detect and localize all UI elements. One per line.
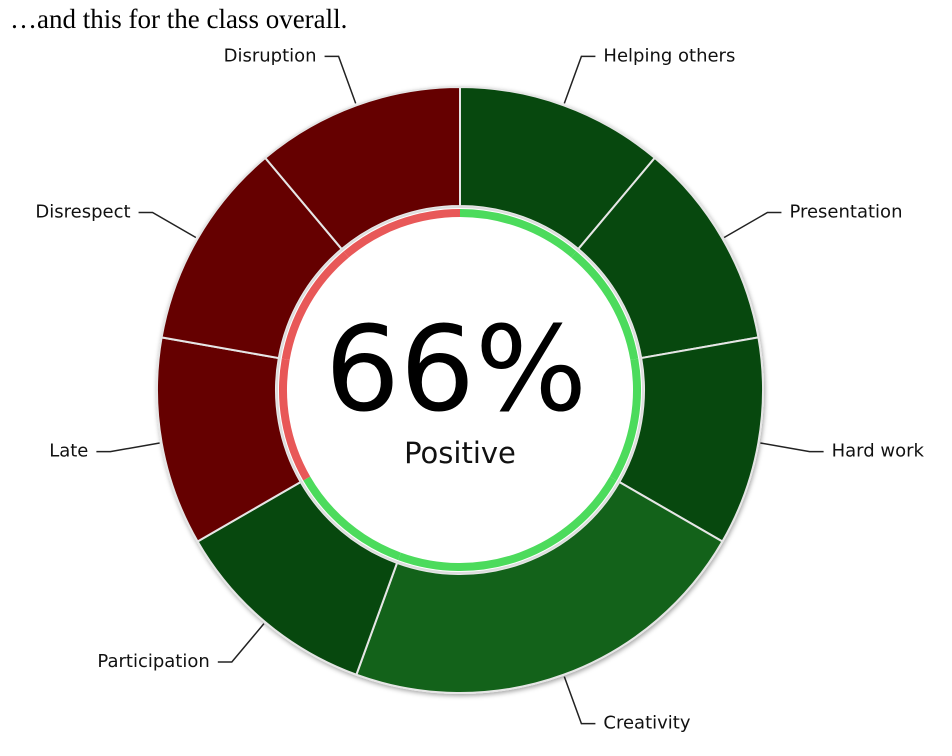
center-label: Positive — [404, 436, 516, 470]
ring-arc — [343, 209, 461, 258]
leader-line — [217, 623, 265, 663]
segment-label: Late — [49, 441, 88, 462]
caption: …and this for the class overall. — [10, 4, 347, 34]
leader-line — [563, 676, 596, 725]
leader-line — [760, 442, 824, 453]
segment-label: Disruption — [224, 45, 317, 66]
segments — [156, 85, 764, 694]
ring-arc — [571, 251, 639, 360]
inner-ring — [279, 209, 641, 571]
segment-label: Hard work — [832, 441, 925, 462]
segment-label: Participation — [97, 651, 209, 672]
segment-label: Creativity — [603, 713, 690, 734]
leader-line — [723, 211, 782, 239]
donut-hole — [276, 206, 644, 574]
segment-label: Presentation — [789, 202, 902, 223]
ring-arc — [281, 251, 349, 360]
segment-label: Helping others — [603, 45, 735, 66]
ring-arc — [609, 358, 641, 481]
ring-arc — [303, 476, 401, 561]
ring-arc — [398, 476, 617, 571]
ring-arc — [459, 209, 577, 258]
leader-line — [138, 211, 197, 239]
segment-label: Disrespect — [35, 202, 130, 223]
center-value: 66% — [325, 300, 587, 438]
leader-line — [96, 442, 160, 453]
hole-rim — [276, 206, 644, 574]
labels: Helping others Presentation Hard work Creat… — [35, 45, 924, 733]
leader-line — [324, 55, 357, 104]
leader-line — [563, 55, 596, 104]
ring-arc — [279, 358, 311, 481]
